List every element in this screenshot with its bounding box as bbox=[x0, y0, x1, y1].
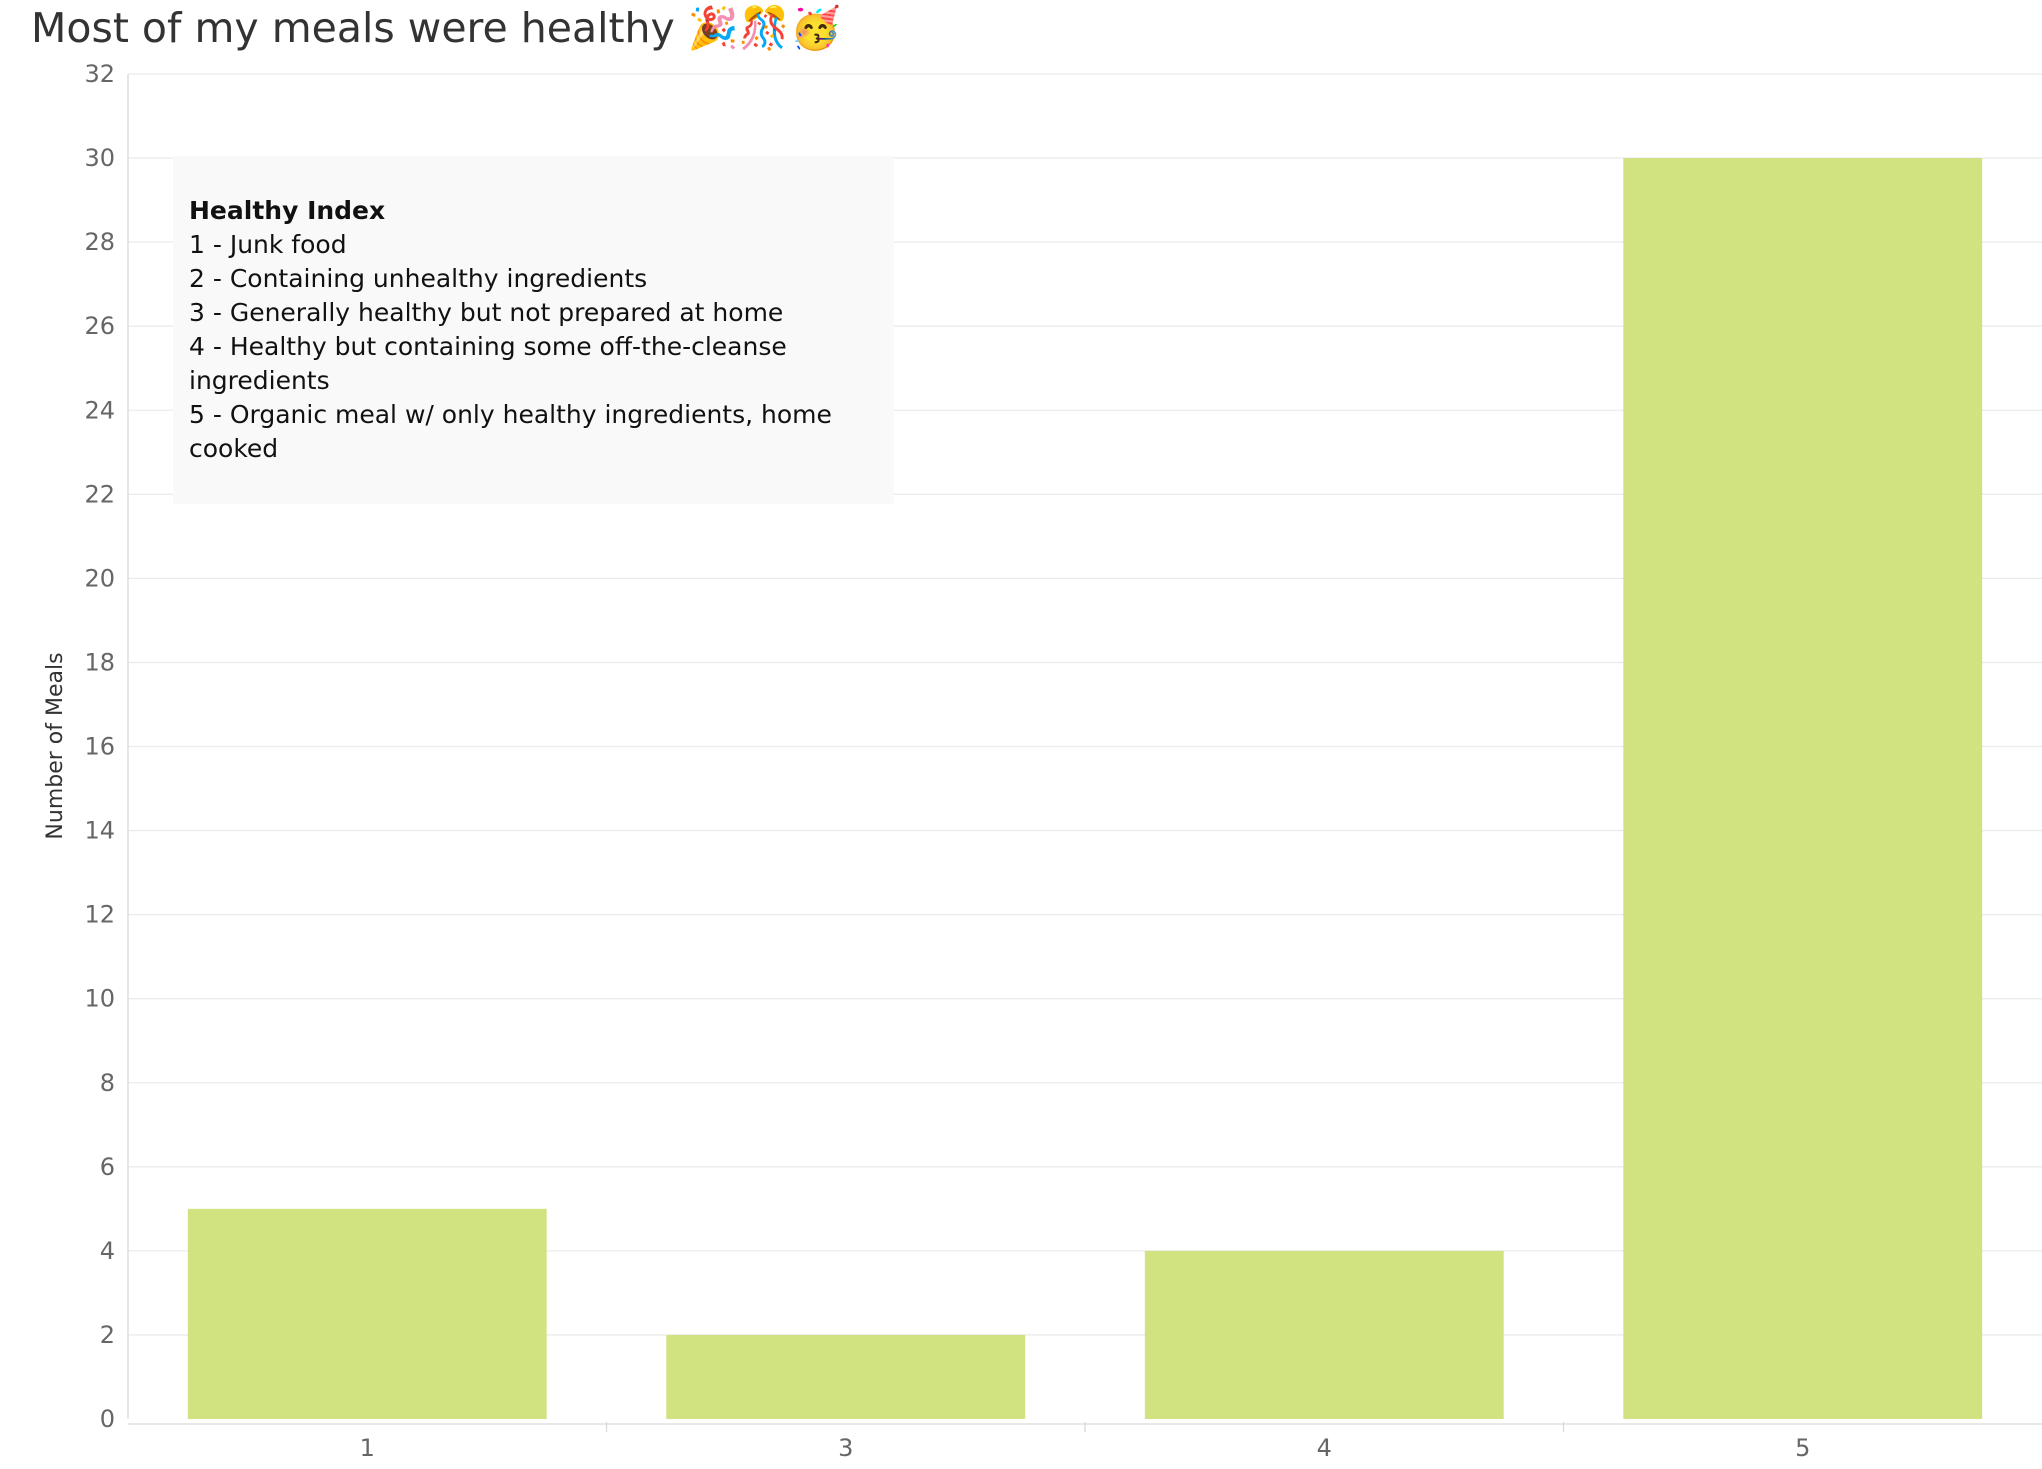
x-tick-label: 1 bbox=[360, 1434, 375, 1462]
y-tick-label: 10 bbox=[84, 985, 115, 1013]
axes bbox=[127, 74, 2042, 1432]
bar-1[interactable] bbox=[187, 1208, 547, 1419]
x-tick-labels: 1 3 4 5 bbox=[360, 1434, 1811, 1462]
bars bbox=[187, 158, 1983, 1419]
bar-3[interactable] bbox=[666, 1334, 1026, 1419]
y-tick-label: 20 bbox=[84, 564, 115, 592]
healthy-index-annotation: Healthy Index 1 - Junk food 2 - Containi… bbox=[173, 156, 894, 504]
x-tick-label: 4 bbox=[1317, 1434, 1332, 1462]
y-tick-label: 2 bbox=[100, 1321, 115, 1349]
y-tick-label: 4 bbox=[100, 1237, 115, 1265]
chart-title: Most of my meals were healthy 🎉🎊🥳 bbox=[31, 4, 841, 52]
y-tick-label: 28 bbox=[84, 228, 115, 256]
y-axis-label: Number of Meals bbox=[43, 652, 68, 839]
annotation-item: 2 - Containing unhealthy ingredients bbox=[189, 264, 648, 293]
y-tick-label: 16 bbox=[84, 733, 115, 761]
y-tick-label: 22 bbox=[84, 480, 115, 508]
y-tick-label: 8 bbox=[100, 1069, 115, 1097]
y-tick-label: 24 bbox=[84, 396, 115, 424]
bar-5[interactable] bbox=[1623, 158, 1983, 1419]
annotation-item: 4 - Healthy but containing some off-the-… bbox=[189, 332, 787, 395]
y-tick-label: 26 bbox=[84, 312, 115, 340]
y-tick-label: 14 bbox=[84, 817, 115, 845]
y-tick-label: 0 bbox=[100, 1405, 115, 1433]
y-tick-label: 12 bbox=[84, 901, 115, 929]
x-tick-label: 5 bbox=[1795, 1434, 1810, 1462]
annotation-item: 1 - Junk food bbox=[189, 230, 347, 259]
annotation-heading: Healthy Index bbox=[189, 196, 386, 225]
bar-4[interactable] bbox=[1144, 1250, 1504, 1419]
y-tick-label: 32 bbox=[84, 60, 115, 88]
annotation-item: 5 - Organic meal w/ only healthy ingredi… bbox=[189, 400, 832, 463]
annotation-item: 3 - Generally healthy but not prepared a… bbox=[189, 298, 784, 327]
y-tick-label: 30 bbox=[84, 144, 115, 172]
y-tick-label: 18 bbox=[84, 648, 115, 676]
x-tick-label: 3 bbox=[838, 1434, 853, 1462]
y-tick-label: 6 bbox=[100, 1153, 115, 1181]
